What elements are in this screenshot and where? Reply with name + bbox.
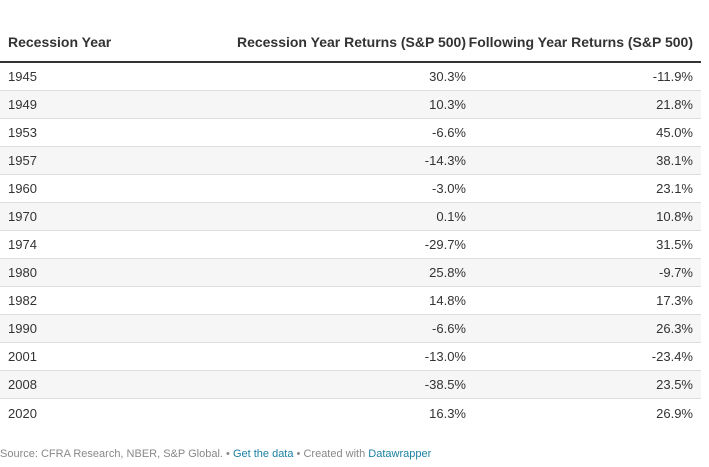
table-row: 2020 16.3% 26.9% (0, 399, 701, 427)
source-note: Source: CFRA Research, NBER, S&P Global. (0, 448, 223, 460)
cell-following-return: 38.1% (656, 153, 693, 168)
cell-following-return: -9.7% (659, 265, 693, 280)
cell-recession-year: 1982 (8, 293, 37, 308)
header-following-returns[interactable]: Following Year Returns (S&P 500) (468, 34, 693, 50)
cell-following-return: 23.1% (656, 181, 693, 196)
cell-recession-return: -6.6% (432, 321, 466, 336)
cell-recession-year: 1949 (8, 97, 37, 112)
returns-table: Recession Year Recession Year Returns (S… (0, 0, 701, 427)
cell-following-return: 23.5% (656, 377, 693, 392)
datawrapper-link[interactable]: Datawrapper (368, 448, 432, 460)
cell-recession-year: 1980 (8, 265, 37, 280)
table-row: 1970 0.1% 10.8% (0, 203, 701, 231)
table-row: 1960 -3.0% 23.1% (0, 175, 701, 203)
cell-following-return: 21.8% (656, 97, 693, 112)
cell-recession-return: 14.8% (429, 293, 466, 308)
table-row: 2001 -13.0% -23.4% (0, 343, 701, 371)
table-header: Recession Year Recession Year Returns (S… (0, 0, 701, 63)
footer: Source: CFRA Research, NBER, S&P Global.… (0, 448, 431, 460)
cell-following-return: 26.9% (656, 405, 693, 421)
cell-following-return: -23.4% (651, 349, 693, 364)
cell-recession-year: 1990 (8, 321, 37, 336)
cell-recession-year: 2008 (8, 377, 37, 392)
table-row: 1982 14.8% 17.3% (0, 287, 701, 315)
header-recession-year[interactable]: Recession Year (8, 34, 112, 50)
table-body: 1945 30.3% -11.9% 1949 10.3% 21.8% 1953 -6.6% 45… (0, 63, 701, 427)
cell-recession-year: 1974 (8, 237, 37, 252)
cell-following-return: 45.0% (656, 125, 693, 140)
cell-following-return: 17.3% (656, 293, 693, 308)
cell-following-return: 26.3% (656, 321, 693, 336)
cell-recession-year: 1957 (8, 153, 37, 168)
header-recession-returns[interactable]: Recession Year Returns (S&P 500) (236, 34, 466, 50)
cell-following-return: -11.9% (652, 69, 693, 84)
cell-recession-return: -29.7% (424, 237, 466, 252)
footer-separator: • (226, 448, 230, 460)
cell-recession-return: -3.0% (432, 181, 466, 196)
cell-recession-return: 0.1% (436, 209, 466, 224)
table-row: 1945 30.3% -11.9% (0, 63, 701, 91)
cell-recession-return: 16.3% (429, 405, 466, 421)
cell-recession-year: 1960 (8, 181, 37, 196)
cell-recession-return: 30.3% (429, 69, 466, 84)
get-data-link[interactable]: Get the data (232, 448, 294, 460)
table-row: 1974 -29.7% 31.5% (0, 231, 701, 259)
footer-separator: • (296, 448, 301, 460)
cell-recession-year: 2001 (8, 349, 37, 364)
cell-following-return: 10.8% (656, 209, 693, 224)
table-row: 1980 25.8% -9.7% (0, 259, 701, 287)
cell-recession-year: 1945 (8, 69, 37, 84)
table-row: 1949 10.3% 21.8% (0, 91, 701, 119)
cell-recession-return: 25.8% (429, 265, 466, 280)
table-row: 2008 -38.5% 23.5% (0, 371, 701, 399)
table-row: 1990 -6.6% 26.3% (0, 315, 701, 343)
cell-following-return: 31.5% (656, 237, 693, 252)
cell-recession-year: 2020 (8, 405, 37, 421)
cell-recession-return: 10.3% (429, 97, 466, 112)
cell-recession-year: 1953 (8, 125, 37, 140)
table-row: 1953 -6.6% 45.0% (0, 119, 701, 147)
cell-recession-return: -14.3% (424, 153, 466, 168)
cell-recession-return: -13.0% (424, 349, 466, 364)
cell-recession-return: -6.6% (432, 125, 466, 140)
cell-recession-return: -38.5% (424, 377, 466, 392)
created-with-text: Created with (303, 448, 366, 460)
table-row: 1957 -14.3% 38.1% (0, 147, 701, 175)
cell-recession-year: 1970 (8, 209, 37, 224)
